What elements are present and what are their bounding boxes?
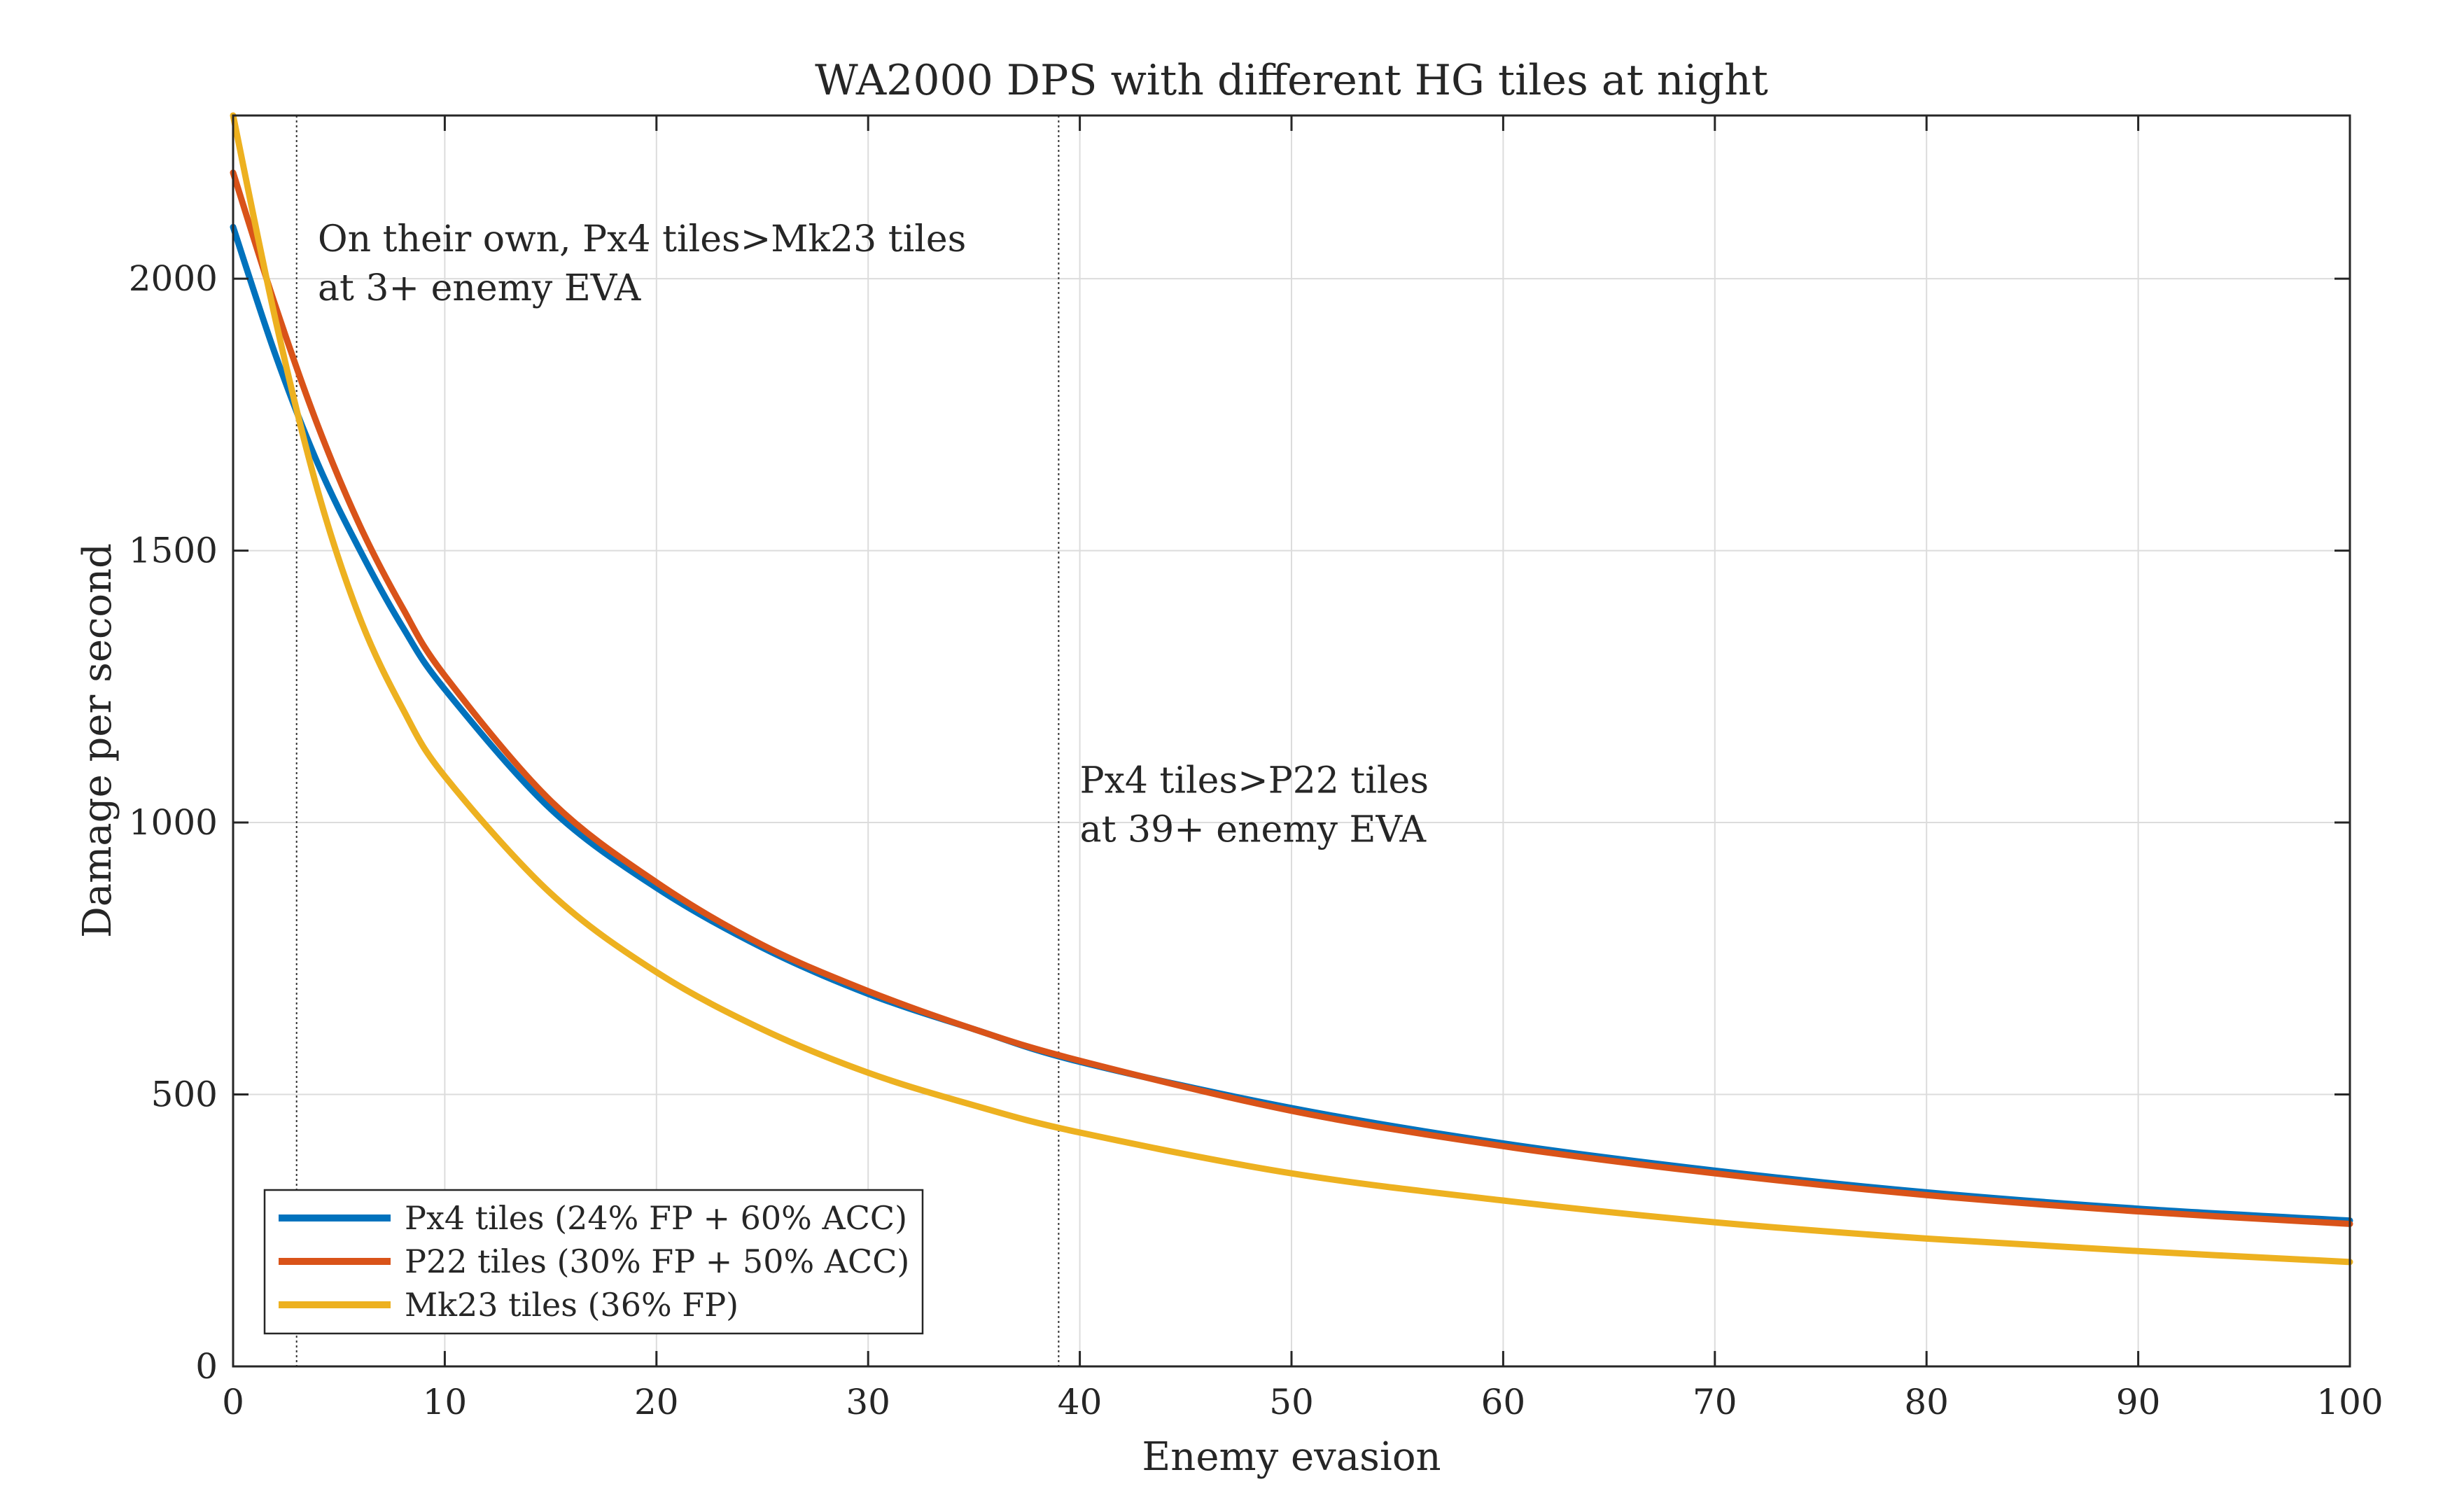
y-tick-label: 1000 — [129, 802, 218, 843]
annotation-text: at 39+ enemy EVA — [1080, 808, 1427, 850]
legend-label: P22 tiles (30% FP + 50% ACC) — [405, 1242, 909, 1280]
x-tick-label: 100 — [2316, 1382, 2383, 1422]
legend-label: Mk23 tiles (36% FP) — [405, 1286, 738, 1324]
y-axis-label: Damage per second — [75, 543, 120, 938]
annotations: On their own, Px4 tiles>Mk23 tiles at 3+ … — [318, 218, 1429, 850]
x-tick-label: 0 — [222, 1382, 244, 1422]
annotation-text: Px4 tiles>P22 tiles — [1080, 760, 1429, 802]
grid-lines — [233, 115, 2350, 1366]
y-tick-label: 1500 — [129, 531, 218, 571]
chart-title: WA2000 DPS with different HG tiles at ni… — [815, 56, 1768, 105]
legend-label: Px4 tiles (24% FP + 60% ACC) — [405, 1199, 907, 1237]
annotation-text: at 3+ enemy EVA — [318, 267, 642, 309]
x-tick-label: 90 — [2116, 1382, 2161, 1422]
x-tick-label: 80 — [1904, 1382, 1949, 1422]
legend: Px4 tiles (24% FP + 60% ACC) P22 tiles (3… — [263, 1189, 924, 1335]
series-line — [230, 169, 2353, 1227]
x-tick-label: 60 — [1481, 1382, 1526, 1422]
y-tick-label: 2000 — [129, 258, 218, 299]
series-lines — [230, 112, 2353, 1266]
series-line — [230, 112, 2353, 1266]
x-tick-label: 10 — [423, 1382, 468, 1422]
x-tick-label: 30 — [846, 1382, 890, 1422]
x-tick-label: 70 — [1693, 1382, 1737, 1422]
y-tick-label: 500 — [151, 1074, 218, 1115]
x-tick-label: 40 — [1058, 1382, 1102, 1422]
x-axis-label: Enemy evasion — [1142, 1434, 1441, 1480]
x-tick-label: 50 — [1269, 1382, 1314, 1422]
y-tick-label: 0 — [195, 1346, 218, 1387]
x-tick-label: 20 — [634, 1382, 679, 1422]
annotation-text: On their own, Px4 tiles>Mk23 tiles — [318, 218, 966, 260]
